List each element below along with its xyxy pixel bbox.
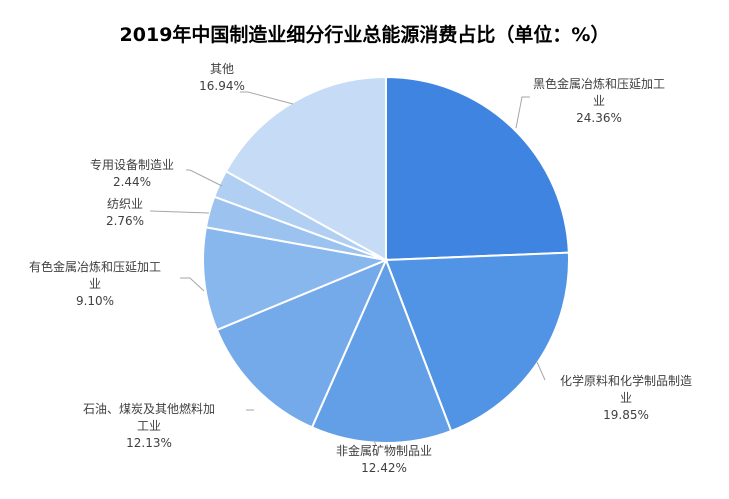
slice-percent-label: 24.36% <box>576 111 622 125</box>
pie-slice <box>384 251 570 433</box>
slice-percent-label: 2.44% <box>113 175 151 189</box>
slice-percent-label: 9.10% <box>76 294 114 308</box>
slice-label: 黑色金属冶炼和压延加工业 <box>533 76 665 108</box>
pie-slice <box>224 75 387 262</box>
pie-slice <box>215 258 388 429</box>
slice-percent-label: 16.94% <box>199 79 245 93</box>
slice-label: 纺织业 <box>107 197 143 211</box>
slice-label: 化学原料和化学制品制造业 <box>560 373 692 405</box>
leader-line <box>240 91 294 105</box>
slice-label: 专用设备制造业 <box>90 157 174 172</box>
leader-line <box>373 439 377 447</box>
leader-line <box>515 96 530 129</box>
slice-label: 其他 <box>210 62 234 76</box>
leader-line <box>180 277 205 292</box>
chart-title: 2019年中国制造业细分行业总能源消费占比（单位：%） <box>119 24 610 46</box>
slice-label: 有色金属冶炼和压延加工业 <box>29 259 161 291</box>
pie-slice <box>310 257 453 444</box>
slice-label: 石油、煤炭及其他燃料加工业 <box>83 401 215 433</box>
slice-label: 非金属矿物制品业 <box>336 443 432 458</box>
slice-percent-label: 12.42% <box>361 461 407 475</box>
leader-line <box>536 361 546 381</box>
slice-percent-label: 19.85% <box>603 408 649 422</box>
pie-slice <box>202 226 390 332</box>
pie-slice <box>385 75 570 262</box>
slice-percent-label: 2.76% <box>106 214 144 228</box>
leader-line <box>149 210 210 214</box>
slice-percent-label: 12.13% <box>126 436 172 450</box>
leader-line <box>186 169 223 187</box>
